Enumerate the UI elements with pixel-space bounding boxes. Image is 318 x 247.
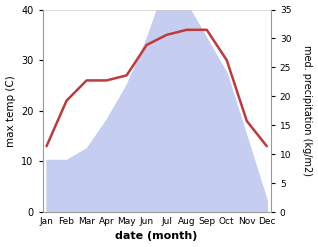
Y-axis label: max temp (C): max temp (C) <box>5 75 16 147</box>
X-axis label: date (month): date (month) <box>115 231 198 242</box>
Y-axis label: med. precipitation (kg/m2): med. precipitation (kg/m2) <box>302 45 313 176</box>
